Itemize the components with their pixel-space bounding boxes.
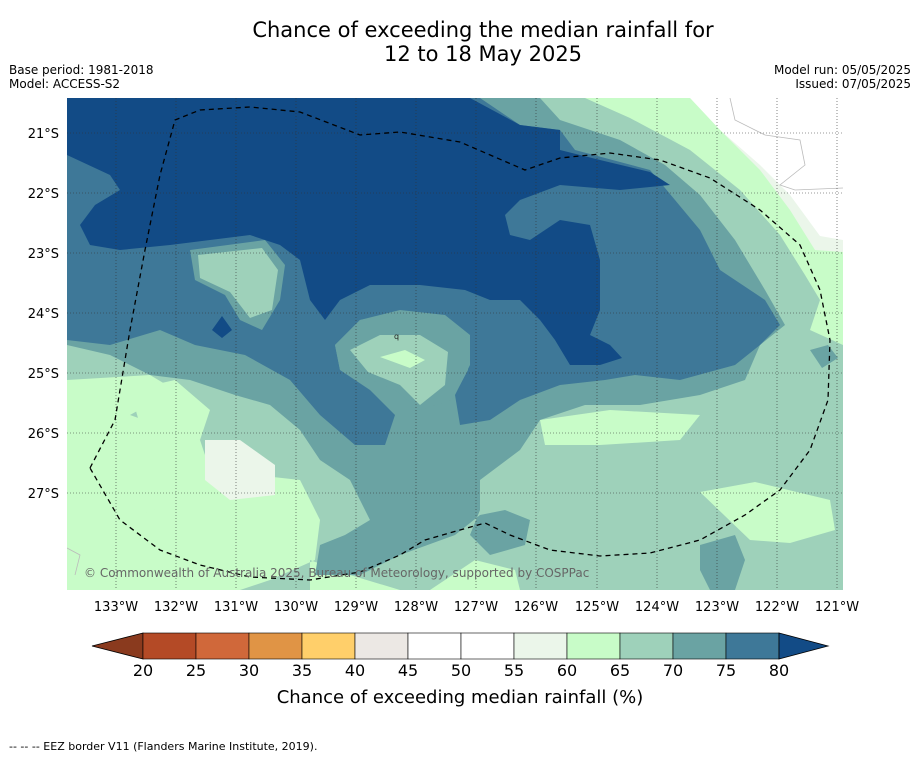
colorbar-tick-label: 55 (504, 661, 524, 680)
colorbar-tick-label: 35 (292, 661, 312, 680)
colorbar-tick-label: 20 (133, 661, 153, 680)
region-65-70-pocket-inner (198, 248, 278, 318)
region-70-75-island-se (700, 535, 745, 590)
colorbar: 20 25 30 35 40 45 50 55 60 65 70 75 80 (91, 632, 830, 680)
colorbar-bin (248, 632, 303, 660)
colorbar-bin (566, 632, 621, 660)
colorbar-tick-label: 45 (398, 661, 418, 680)
region-white (690, 98, 843, 240)
colorbar-tick-label: 70 (663, 661, 683, 680)
colorbar-tick-label: 30 (239, 661, 259, 680)
faint-contour-sw (67, 547, 81, 576)
lon-label: 123°W (695, 600, 739, 615)
lon-label: 129°W (334, 600, 378, 615)
region-above-80 (67, 98, 670, 365)
graticule (67, 98, 843, 590)
region-60-65-core (380, 350, 425, 368)
meta-right: Model run: 05/05/2025 Issued: 07/05/2025 (774, 63, 911, 91)
lon-label: 125°W (575, 600, 619, 615)
region-60-65-island-west (130, 380, 210, 440)
colorbar-tick-label: 40 (345, 661, 365, 680)
colorbar-bin (195, 632, 250, 660)
lon-label: 121°W (815, 600, 859, 615)
lat-label: 23°S (28, 247, 59, 262)
meta-left: Base period: 1981-2018 Model: ACCESS-S2 (9, 63, 154, 91)
longitude-labels: 133°W 132°W 131°W 130°W 129°W 128°W 127°… (94, 600, 859, 615)
base-period: Base period: 1981-2018 (9, 63, 154, 77)
colorbar-bin (725, 632, 780, 660)
region-70-75-island-e (810, 345, 838, 368)
lon-label: 126°W (514, 600, 558, 615)
lat-label: 21°S (28, 127, 59, 142)
faint-contour (729, 98, 843, 191)
lon-label: 133°W (94, 600, 138, 615)
model-name: Model: ACCESS-S2 (9, 77, 121, 91)
lat-label: 22°S (28, 187, 59, 202)
lat-label: 27°S (28, 487, 59, 502)
colorbar-bin (142, 632, 197, 660)
colorbar-bin (354, 632, 409, 660)
colorbar-tick-label: 25 (186, 661, 206, 680)
lon-label: 122°W (755, 600, 799, 615)
lon-label: 128°W (394, 600, 438, 615)
colorbar-extend-high (778, 632, 830, 660)
region-65-70-ring (350, 335, 448, 405)
colorbar-tick-label: 65 (610, 661, 630, 680)
lon-label: 132°W (154, 600, 198, 615)
map-small-label: q (394, 332, 399, 341)
copyright-notice: © Commonwealth of Australia 2025, Bureau… (84, 566, 589, 580)
lat-label: 24°S (28, 307, 59, 322)
colorbar-bin (513, 632, 568, 660)
region-60-65-island-mid (540, 410, 700, 445)
title-line-1: Chance of exceeding the median rainfall … (252, 18, 714, 42)
colorbar-tick-label: 50 (451, 661, 471, 680)
lat-label: 26°S (28, 427, 59, 442)
colorbar-title: Chance of exceeding median rainfall (%) (277, 687, 644, 708)
lon-label: 130°W (274, 600, 318, 615)
colorbar-bin (301, 632, 356, 660)
chart-title: Chance of exceeding the median rainfall … (0, 18, 919, 66)
colorbar-tick-label: 60 (557, 661, 577, 680)
region-60-65-island-east (700, 482, 835, 543)
colorbar-tick-label: 80 (769, 661, 789, 680)
title-line-2: 12 to 18 May 2025 (383, 42, 583, 66)
colorbar-bin (407, 632, 462, 660)
eez-border (89, 106, 831, 581)
colorbar-extend-low (91, 632, 144, 660)
model-run: Model run: 05/05/2025 (773, 63, 911, 77)
region-60-65-island-sw (67, 420, 180, 515)
colorbar-bin (460, 632, 515, 660)
region-above-80-speck (212, 316, 232, 338)
lon-label: 127°W (454, 600, 498, 615)
issued-date: Issued: 07/05/2025 (795, 77, 911, 91)
lat-label: 25°S (28, 367, 59, 382)
lon-label: 131°W (214, 600, 258, 615)
latitude-labels: 21°S 22°S 23°S 24°S 25°S 26°S 27°S (28, 127, 59, 502)
colorbar-tick-label: 75 (716, 661, 736, 680)
rainfall-map: q © Commonwealth of Australia 2025, Bure… (67, 98, 843, 590)
colorbar-bin (672, 632, 727, 660)
footnote: -- -- -- EEZ border V11 (Flanders Marine… (9, 740, 318, 753)
region-55-60-island (205, 440, 275, 500)
colorbar-bin (619, 632, 674, 660)
lon-label: 124°W (635, 600, 679, 615)
